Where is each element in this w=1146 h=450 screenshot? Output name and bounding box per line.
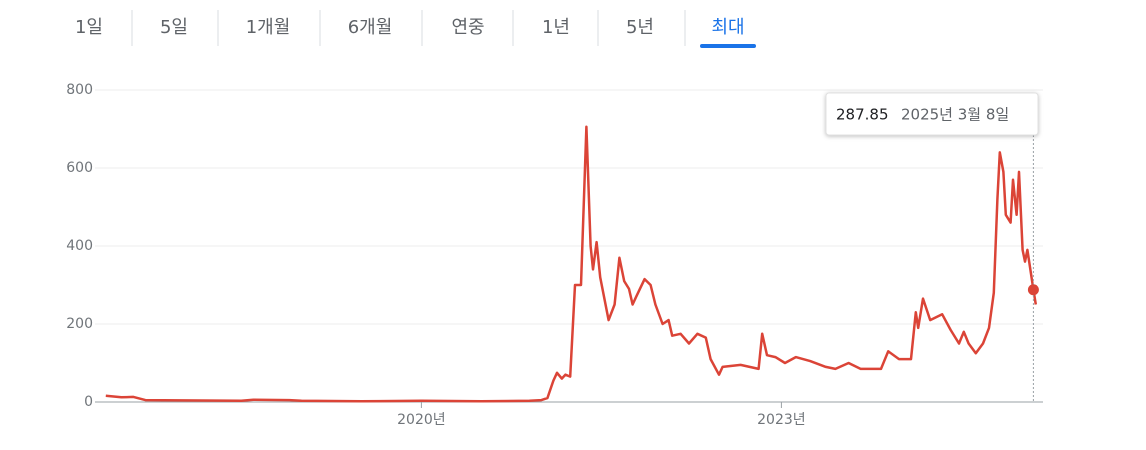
tooltip-box xyxy=(825,92,1039,136)
tab[interactable]: 1년 xyxy=(542,17,570,38)
tab[interactable]: 최대 xyxy=(711,17,744,38)
hover-dot xyxy=(1027,284,1039,296)
tooltip-date: 2025년 3월 8일 xyxy=(901,106,1009,124)
y-tick-label: 200 xyxy=(66,316,93,332)
tab[interactable]: 1개월 xyxy=(246,17,291,38)
tab[interactable]: 5일 xyxy=(160,17,188,38)
plot: 0 200 400 600 800 2020년 2023년 xyxy=(66,82,1043,428)
tooltip: 287.85 2025년 3월 8일 xyxy=(825,92,1039,136)
x-tick-label: 2023년 xyxy=(757,412,806,428)
tab[interactable]: 6개월 xyxy=(348,17,393,38)
tab[interactable]: 1일 xyxy=(75,17,103,38)
y-tick-label: 600 xyxy=(66,160,93,176)
tab[interactable]: 연중 xyxy=(451,17,484,38)
y-tick-label: 400 xyxy=(66,238,93,254)
tab[interactable]: 5년 xyxy=(626,17,654,38)
y-tick-label: 800 xyxy=(66,82,93,98)
range-tabs: 1일 5일 1개월 6개월 연중 1년 5년 최대 xyxy=(75,10,756,48)
price-line xyxy=(105,125,1038,403)
y-tick-label: 0 xyxy=(84,394,93,410)
x-tick-label: 2020년 xyxy=(397,412,446,428)
tooltip-value: 287.85 xyxy=(836,106,889,124)
tab-indicator xyxy=(700,44,756,48)
